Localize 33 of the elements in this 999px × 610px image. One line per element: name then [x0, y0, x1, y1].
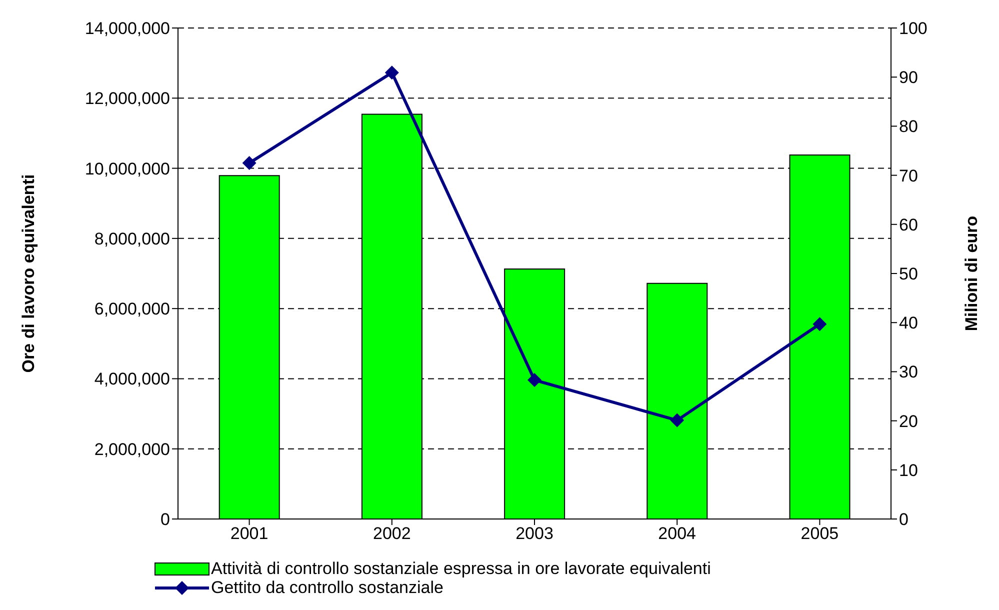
- y2-tick-label: 100: [899, 19, 928, 38]
- point: [528, 373, 542, 388]
- y-tick-label: 10,000,000: [84, 159, 170, 178]
- x-tick-label: 2003: [516, 524, 554, 544]
- y2-tick-label: 90: [899, 68, 918, 88]
- point: [242, 156, 256, 170]
- y-tick-label: 6,000,000: [94, 300, 170, 319]
- y-tick-label: 8,000,000: [94, 229, 170, 248]
- y-tick-label: 2,000,000: [94, 440, 170, 459]
- y2-tick-label: 80: [899, 117, 918, 136]
- x-tick-label: 2004: [658, 524, 696, 544]
- y-axis-title: Ore di lavoro equivalenti: [19, 174, 38, 373]
- point: [812, 317, 827, 332]
- point: [384, 66, 399, 80]
- y2-tick-label: 30: [899, 362, 918, 382]
- y2-tick-label: 20: [899, 412, 918, 431]
- point: [670, 413, 684, 428]
- y-tick-label: 14,000,000: [84, 19, 170, 38]
- y2-tick-label: 0: [899, 510, 908, 530]
- y2-tick-label: 50: [899, 264, 918, 284]
- y2-tick-label: 40: [899, 314, 918, 333]
- y2-tick-label: 70: [899, 166, 918, 186]
- y2-tick-label: 10: [899, 460, 918, 480]
- legend-label: Gettito da controllo sostanziale: [211, 578, 444, 597]
- x-tick-label: 2002: [372, 524, 411, 544]
- x-tick-label: 2005: [800, 524, 839, 544]
- legend-label: Attività di controllo sostanziale espressa in ore lavorate equivalenti: [211, 559, 711, 578]
- y2-tick-label: 60: [899, 215, 918, 234]
- y-tick-label: 12,000,000: [84, 89, 170, 108]
- x-tick-label: 2001: [230, 524, 268, 544]
- y-tick-label: 4,000,000: [94, 370, 170, 389]
- y2-axis-title: Milioni di euro: [962, 216, 982, 332]
- y-tick-label: 0: [160, 510, 170, 530]
